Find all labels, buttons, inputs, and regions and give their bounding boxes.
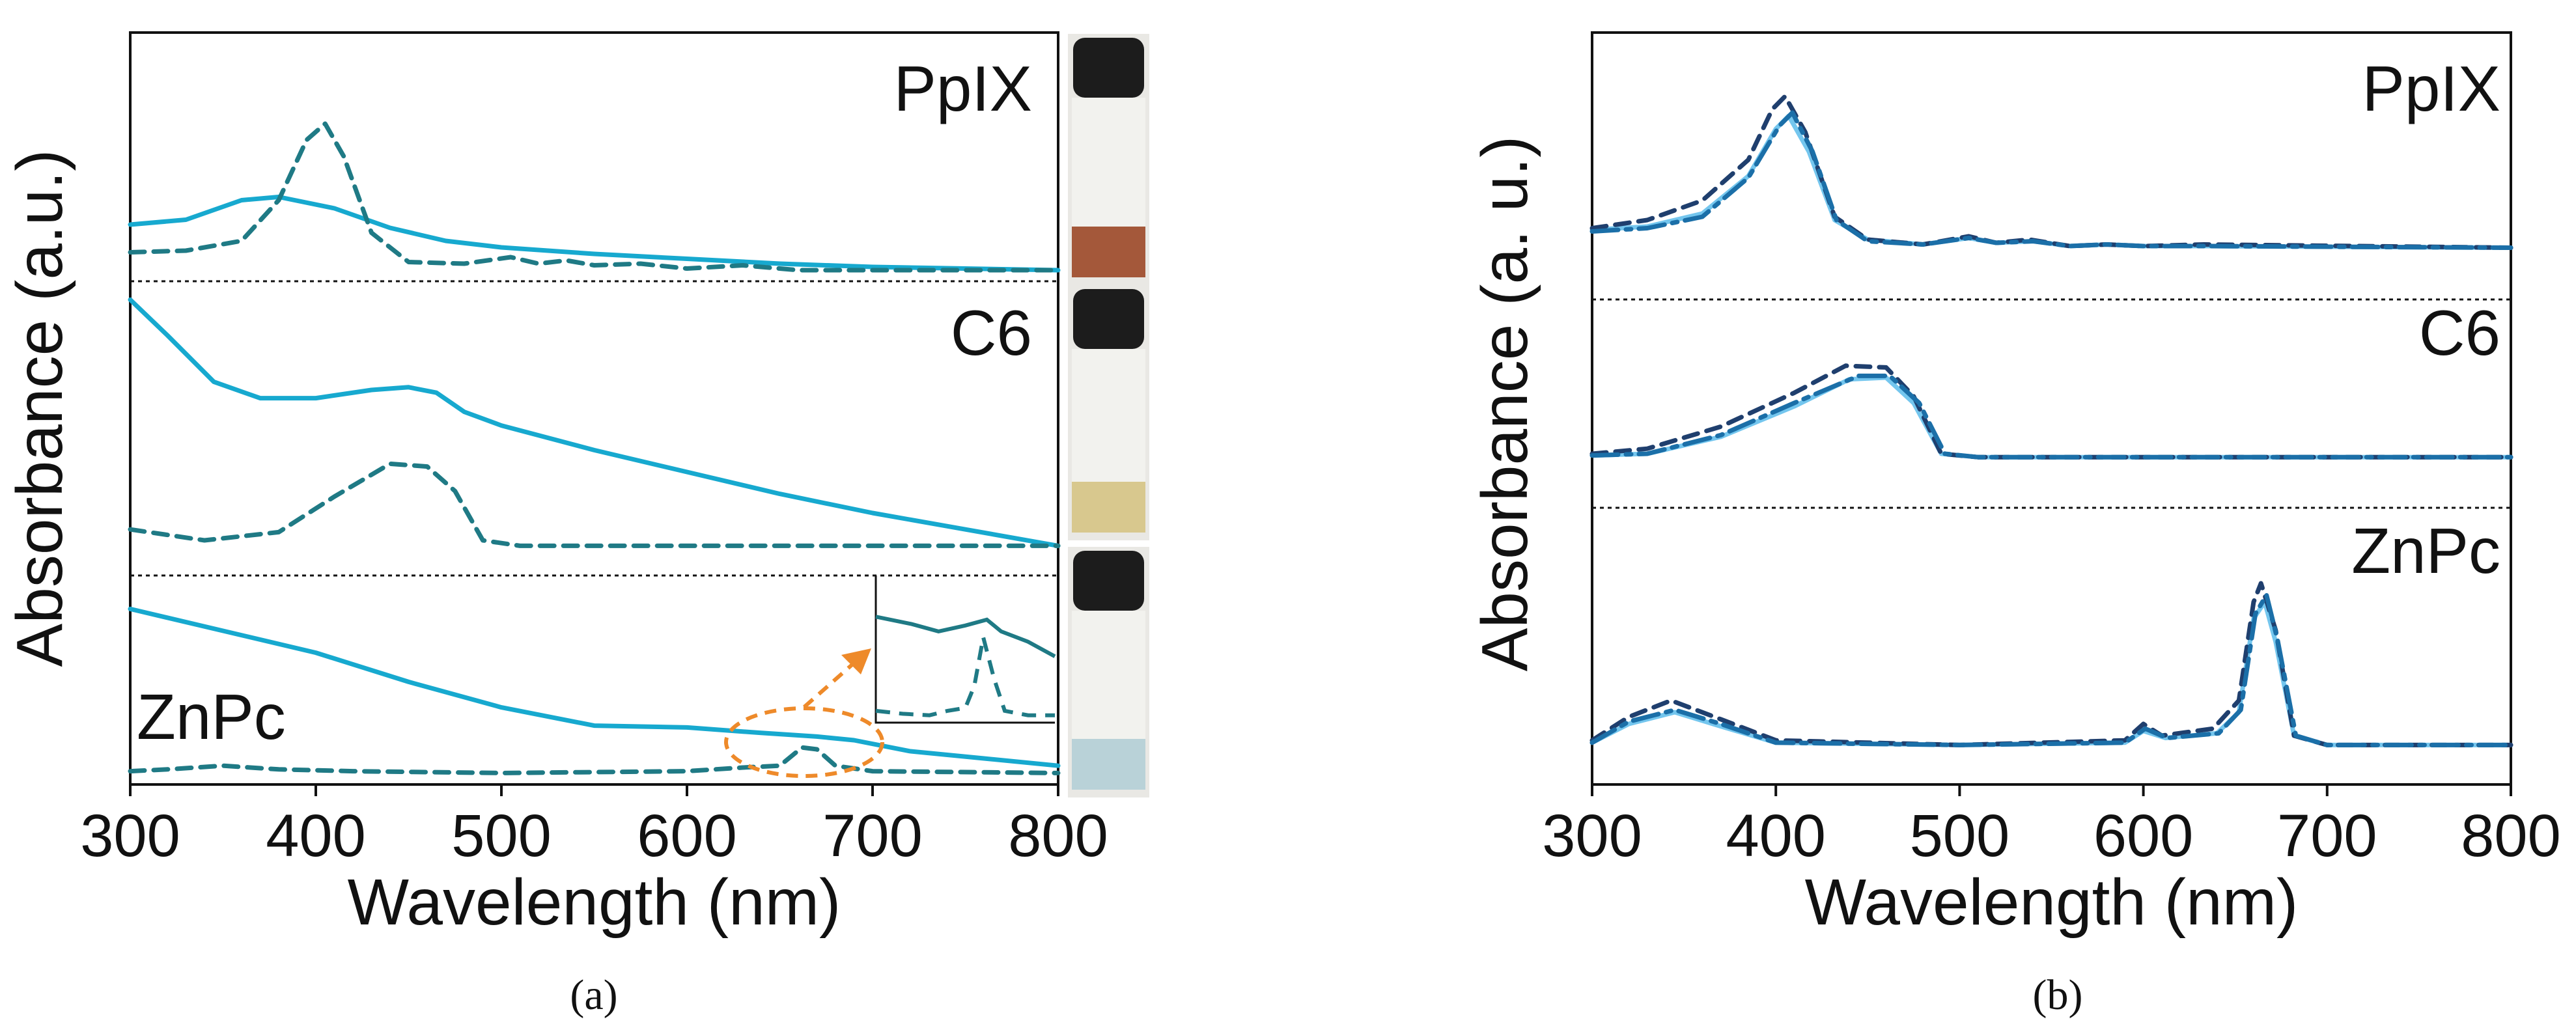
group-label-ppix: PpIX	[894, 53, 1032, 124]
x-tick-label: 600	[637, 803, 737, 869]
vial-cap	[1073, 38, 1144, 98]
series-line-znpc-dashdot	[1589, 592, 2513, 747]
inset-series-line-dashed	[875, 637, 1055, 717]
series-line-znpc-dashed	[1589, 581, 2513, 747]
group-label-znpc: ZnPc	[2351, 515, 2500, 587]
x-tick-label: 800	[2461, 803, 2561, 869]
y-axis-label: Absorbance (a. u.)	[1468, 136, 1541, 672]
highlight-arrow-head	[841, 648, 871, 674]
group-label-c6: C6	[2419, 297, 2500, 368]
highlight-ellipse	[724, 706, 884, 778]
plot-frame	[129, 31, 1059, 786]
series-line-znpc-dashed	[128, 745, 1061, 775]
series-line-ppix-dashdot	[1589, 110, 2513, 250]
inset-zoom	[875, 575, 1056, 724]
series-line-ppix-dashed	[128, 121, 1061, 273]
inset-series-line-solid	[875, 615, 1056, 658]
series-line-znpc-solid	[128, 606, 1061, 768]
chart-panel-a: PpIX C6 ZnPc 300 400 500 600 700 800 Wavelength (…	[3, 31, 1149, 1019]
x-tick-label: 500	[1910, 803, 2010, 869]
vial-cap	[1073, 551, 1144, 611]
vial-photo-c6	[1068, 285, 1149, 540]
x-axis-label: Wavelength (nm)	[348, 866, 841, 939]
x-tick-label: 300	[1542, 803, 1642, 869]
x-tick-label: 400	[1726, 803, 1826, 869]
highlight-arrow-line	[803, 661, 856, 709]
vial-solution	[1072, 227, 1145, 277]
y-axis-label: Absorbance (a.u.)	[3, 150, 76, 667]
x-tick-label: 500	[451, 803, 552, 869]
vial-photo-ppix	[1068, 34, 1149, 285]
x-tick-label: 600	[2093, 803, 2194, 869]
plot-frame	[1591, 31, 2512, 786]
vial-photo-znpc	[1068, 547, 1149, 797]
series-line-ppix-solid	[128, 195, 1061, 273]
series-line-ppix-solid	[1589, 113, 2513, 250]
x-tick-label: 700	[822, 803, 923, 869]
panel-label: (a)	[570, 971, 617, 1019]
x-axis-label: Wavelength (nm)	[1805, 866, 2299, 939]
x-tick-label: 800	[1008, 803, 1108, 869]
x-tick-label: 400	[266, 803, 366, 869]
inset-frame	[875, 575, 1055, 724]
group-label-c6: C6	[951, 297, 1032, 368]
chart-panel-b: PpIX C6 ZnPc 300 400 500 600 700 800 Wavelength (…	[1468, 31, 2561, 1019]
vial-solution	[1072, 482, 1145, 533]
series-line-c6-solid	[128, 297, 1061, 548]
series-line-c6-solid	[1589, 375, 2513, 460]
group-label-znpc: ZnPc	[137, 681, 286, 753]
series-line-c6-dashdot	[1589, 373, 2513, 460]
panel-label: (b)	[2033, 971, 2083, 1019]
x-tick-label: 700	[2277, 803, 2377, 869]
vial-cap	[1073, 289, 1144, 349]
group-label-ppix: PpIX	[2362, 53, 2500, 124]
series-line-c6-dashed	[128, 461, 1061, 548]
x-tick-label: 300	[80, 803, 180, 869]
series-line-c6-dashed	[1589, 363, 2513, 460]
vial-solution	[1072, 739, 1145, 790]
